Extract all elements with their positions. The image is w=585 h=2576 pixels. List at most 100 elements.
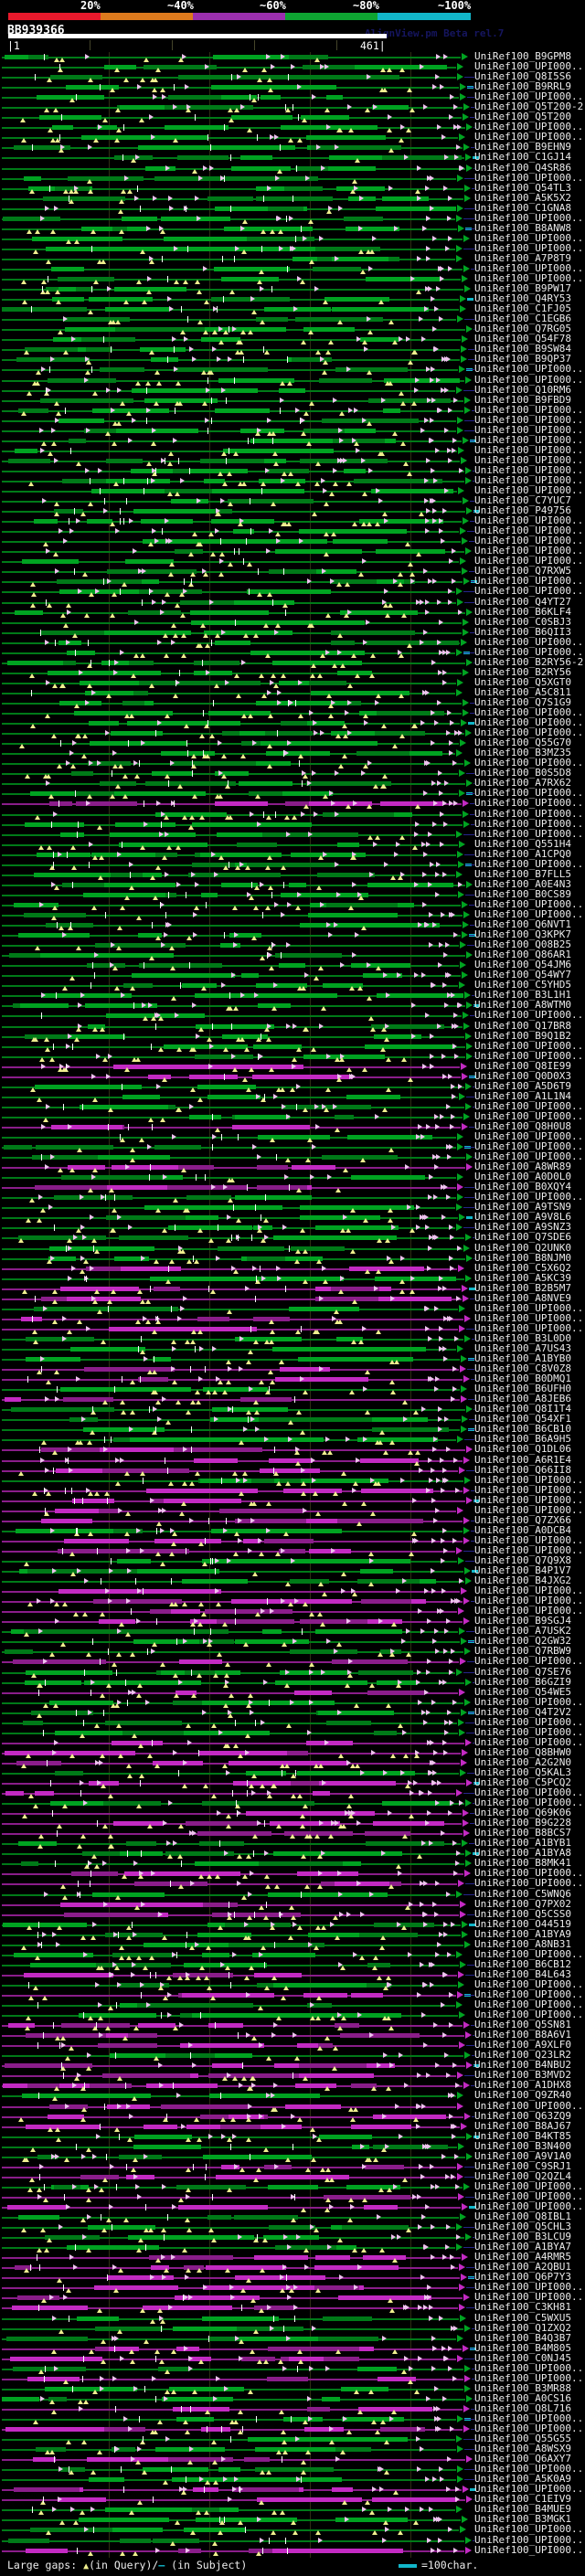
alignment-row[interactable]: UniRef100_Q5T200 — [0, 111, 585, 123]
alignment-row[interactable]: UniRef100_UPI000.. — [0, 2191, 585, 2202]
alignment-row[interactable]: UniRef100_Q08B25 — [0, 939, 585, 951]
hit-accession-label[interactable]: UniRef100_A5C811 — [474, 685, 571, 698]
hit-accession-label[interactable]: UniRef100_Q6NVT1 — [474, 918, 571, 931]
alignment-row[interactable]: UniRef100_Q6NVT1 — [0, 918, 585, 931]
alignment-row[interactable]: UniRef100_UPI000.. — [0, 859, 585, 870]
alignment-row[interactable]: UniRef100_UPI000.. — [0, 717, 585, 729]
hit-accession-label[interactable]: UniRef100_UPI000.. — [474, 897, 584, 910]
alignment-row[interactable]: UniRef100_UPI000.. — [0, 1717, 585, 1728]
alignment-row[interactable]: UniRef100_B4P1V7 — [0, 1565, 585, 1577]
alignment-row[interactable]: UniRef100_UPI000.. — [0, 1545, 585, 1556]
alignment-row[interactable]: UniRef100_UPI000.. — [0, 1697, 585, 1708]
alignment-row[interactable]: UniRef100_UPI000.. — [0, 727, 585, 739]
hit-accession-label[interactable]: UniRef100_UPI000.. — [474, 463, 584, 476]
alignment-row[interactable]: UniRef100_UPI000.. — [0, 1051, 585, 1062]
alignment-row[interactable]: UniRef100_A7RX62 — [0, 778, 585, 790]
alignment-row[interactable]: UniRef100_A1BYB1 — [0, 1838, 585, 1850]
hit-accession-label[interactable]: UniRef100_UPI000.. — [474, 2099, 584, 2112]
hit-accession-label[interactable]: UniRef100_Q0D0X3 — [474, 1069, 571, 1082]
alignment-row[interactable]: UniRef100_Q4RY53 — [0, 293, 585, 305]
alignment-row[interactable]: UniRef100_A5K5X2 — [0, 193, 585, 204]
alignment-row[interactable]: UniRef100_A9V1A0 — [0, 2151, 585, 2162]
hit-accession-label[interactable]: UniRef100_Q8BHW0 — [474, 1745, 571, 1758]
alignment-row[interactable]: UniRef100_Q17BR8 — [0, 1020, 585, 1032]
hit-accession-label[interactable]: UniRef100_Q7RBW9 — [474, 1645, 571, 1658]
hit-accession-label[interactable]: UniRef100_A1BYB0 — [474, 1352, 571, 1365]
hit-accession-label[interactable]: UniRef100_Q55G70 — [474, 737, 571, 749]
hit-accession-label[interactable]: UniRef100_UPI000.. — [474, 373, 584, 386]
alignment-row[interactable]: UniRef100_A8JEB6 — [0, 1394, 585, 1405]
alignment-row[interactable]: UniRef100_UPI000.. — [0, 1595, 585, 1607]
hit-accession-label[interactable]: UniRef100_UPI000.. — [474, 363, 584, 376]
hit-accession-label[interactable]: UniRef100_B7FLL5 — [474, 867, 571, 880]
alignment-row[interactable]: UniRef100_B9PW17 — [0, 282, 585, 295]
hit-accession-label[interactable]: UniRef100_Q551H4 — [474, 837, 571, 850]
hit-accession-label[interactable]: UniRef100_UPI000.. — [474, 1109, 584, 1122]
hit-accession-label[interactable]: UniRef100_B6CB12 — [474, 1957, 571, 1970]
hit-accession-label[interactable]: UniRef100_UPI000.. — [474, 585, 584, 598]
alignment-row[interactable]: UniRef100_B4L643 — [0, 1969, 585, 1980]
hit-accession-label[interactable]: UniRef100_B0XQY4 — [474, 1181, 571, 1193]
alignment-row[interactable]: UniRef100_UPI000.. — [0, 1313, 585, 1324]
hit-accession-label[interactable]: UniRef100_UPI000.. — [474, 797, 584, 810]
alignment-row[interactable]: UniRef100_UPI000.. — [0, 1999, 585, 2011]
alignment-row[interactable]: UniRef100_Q5XGT0 — [0, 677, 585, 688]
hit-accession-label[interactable]: UniRef100_B9SGJ4 — [474, 1615, 571, 1627]
hit-accession-label[interactable]: UniRef100_B0S5D8 — [474, 767, 571, 779]
hit-accession-label[interactable]: UniRef100_UPI000.. — [474, 1595, 584, 1607]
hit-accession-label[interactable]: UniRef100_A8NVE9 — [474, 1291, 571, 1304]
hit-accession-label[interactable]: UniRef100_UPI000.. — [474, 514, 584, 527]
hit-accession-label[interactable]: UniRef100_B3MZ35 — [474, 747, 571, 759]
alignment-row[interactable]: UniRef100_UPI000.. — [0, 61, 585, 73]
alignment-row[interactable]: UniRef100_Q2QZL4 — [0, 2171, 585, 2182]
hit-accession-label[interactable]: UniRef100_UPI000.. — [474, 535, 584, 547]
alignment-row[interactable]: UniRef100_UPI000.. — [0, 707, 585, 719]
alignment-row[interactable]: UniRef100_C8V0Z8 — [0, 1363, 585, 1375]
alignment-row[interactable]: UniRef100_A0D0L0 — [0, 1171, 585, 1183]
alignment-row[interactable]: UniRef100_B6A9H5 — [0, 1434, 585, 1446]
alignment-row[interactable]: UniRef100_B3L1H1 — [0, 989, 585, 1002]
alignment-row[interactable]: UniRef100_UPI000.. — [0, 405, 585, 416]
alignment-row[interactable]: UniRef100_Q5KAL3 — [0, 1765, 585, 1778]
alignment-row[interactable]: UniRef100_A1BYA9 — [0, 1929, 585, 1940]
alignment-row[interactable]: UniRef100_Q55G70 — [0, 737, 585, 749]
hit-accession-label[interactable]: UniRef100_Q7RXW5 — [474, 565, 571, 578]
hit-accession-label[interactable]: UniRef100_Q63ZQ9 — [474, 2109, 571, 2122]
hit-accession-label[interactable]: UniRef100_UPI000.. — [474, 261, 584, 274]
hit-accession-label[interactable]: UniRef100_Q5KAL3 — [474, 1765, 571, 1778]
alignment-row[interactable]: UniRef100_B7FLL5 — [0, 867, 585, 880]
alignment-row[interactable]: UniRef100_UPI000.. — [0, 213, 585, 224]
hit-accession-label[interactable]: UniRef100_C5PCQ2 — [474, 1776, 571, 1789]
alignment-row[interactable]: UniRef100_Q69K06 — [0, 1807, 585, 1819]
alignment-row[interactable]: UniRef100_Q2UNK0 — [0, 1243, 585, 1254]
hit-accession-label[interactable]: UniRef100_Q54WY7 — [474, 969, 571, 981]
alignment-row[interactable]: UniRef100_Q10RM6 — [0, 385, 585, 396]
alignment-row[interactable]: UniRef100_UPI000.. — [0, 1535, 585, 1546]
alignment-row[interactable]: UniRef100_Q7RBW9 — [0, 1645, 585, 1658]
alignment-row[interactable]: UniRef100_B3L0D0 — [0, 1333, 585, 1344]
hit-accession-label[interactable]: UniRef100_B3L1H1 — [474, 989, 571, 1002]
alignment-row[interactable]: UniRef100_UPI000.. — [0, 897, 585, 910]
alignment-row[interactable]: UniRef100_A7P8T9 — [0, 253, 585, 264]
hit-accession-label[interactable]: UniRef100_UPI000.. — [474, 1503, 584, 1516]
alignment-row[interactable]: UniRef100_A8NVE9 — [0, 1291, 585, 1304]
hit-accession-label[interactable]: UniRef100_Q54JM6 — [474, 959, 571, 971]
alignment-row[interactable]: UniRef100_P49756 — [0, 505, 585, 517]
alignment-row[interactable]: UniRef100_UPI000.. — [0, 173, 585, 184]
hit-accession-label[interactable]: UniRef100_A8WR89 — [474, 1161, 571, 1173]
hit-accession-label[interactable]: UniRef100_Q7Q9X8 — [474, 1553, 571, 1566]
hit-accession-label[interactable]: UniRef100_C1GJ14 — [474, 151, 571, 164]
alignment-row[interactable]: UniRef100_UPI000.. — [0, 787, 585, 800]
alignment-row[interactable]: UniRef100_B8NJM0 — [0, 1253, 585, 1264]
hit-accession-label[interactable]: UniRef100_A5D6T9 — [474, 1079, 571, 1092]
hit-accession-label[interactable]: UniRef100_UPI000.. — [474, 787, 584, 800]
hit-accession-label[interactable]: UniRef100_UPI000.. — [474, 1130, 584, 1143]
alignment-row[interactable]: UniRef100_UPI000.. — [0, 463, 585, 476]
hit-accession-label[interactable]: UniRef100_B9PW17 — [474, 282, 571, 295]
alignment-row[interactable]: UniRef100_UPI000.. — [0, 809, 585, 820]
alignment-row[interactable]: UniRef100_B6KLF4 — [0, 607, 585, 618]
hit-accession-label[interactable]: UniRef100_B9QP37 — [474, 353, 571, 366]
alignment-row[interactable]: UniRef100_B8ANW8 — [0, 223, 585, 234]
hit-accession-label[interactable]: UniRef100_UPI000.. — [474, 272, 584, 285]
alignment-row[interactable]: UniRef100_B3N400 — [0, 2141, 585, 2152]
